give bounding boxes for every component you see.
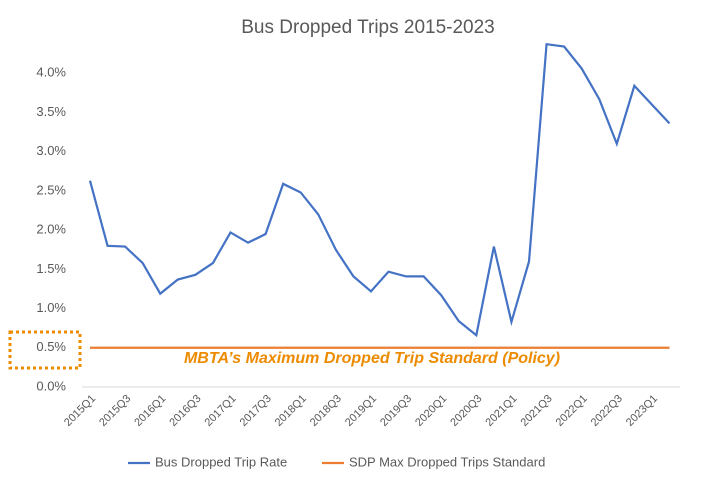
x-tick-label: 2019Q3 [378,393,414,429]
legend-label: SDP Max Dropped Trips Standard [349,454,545,469]
y-tick-label: 3.0% [36,143,66,158]
x-tick-label: 2015Q3 [97,393,133,429]
y-tick-label: 2.5% [36,182,66,197]
y-tick-label: 2.0% [36,222,66,237]
x-tick-label: 2016Q3 [167,393,203,429]
x-tick-label: 2017Q3 [238,393,274,429]
y-tick-label: 3.5% [36,104,66,119]
x-tick-label: 2019Q1 [343,393,379,429]
x-tick-label: 2015Q1 [62,393,98,429]
x-tick-label: 2016Q1 [132,393,168,429]
chart-title: Bus Dropped Trips 2015-2023 [241,17,495,38]
x-tick-label: 2018Q3 [308,393,344,429]
y-tick-label: 1.5% [36,261,66,276]
y-tick-label: 1.0% [36,300,66,315]
series-line [88,42,671,338]
y-tick-label: 4.0% [36,65,66,80]
annotation: MBTA’s Maximum Dropped Trip Standard (Po… [184,350,560,367]
x-tick-label: 2021Q1 [483,393,519,429]
legend-label: Bus Dropped Trip Rate [155,454,287,469]
x-tick-label: 2020Q3 [448,393,484,429]
highlight-box [8,330,82,370]
x-tick-label: 2020Q1 [413,393,449,429]
x-tick-label: 2021Q3 [519,393,555,429]
x-tick-label: 2017Q1 [202,393,238,429]
y-tick-label: 0.5% [36,339,66,354]
y-tick-label: 0.0% [36,378,66,393]
x-tick-label: 2018Q1 [273,393,309,429]
x-tick-label: 2022Q3 [589,393,625,429]
x-tick-label: 2022Q1 [554,393,590,429]
x-tick-label: 2023Q1 [624,393,660,429]
